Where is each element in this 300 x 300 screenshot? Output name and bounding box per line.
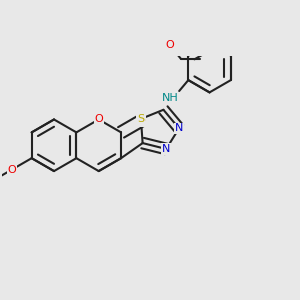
Text: N: N [175,123,183,134]
Text: N: N [162,144,170,154]
Text: O: O [165,40,174,50]
Text: S: S [137,114,145,124]
Text: O: O [136,116,145,126]
Text: NH: NH [162,93,178,103]
Text: O: O [8,164,16,175]
Text: O: O [94,115,103,124]
